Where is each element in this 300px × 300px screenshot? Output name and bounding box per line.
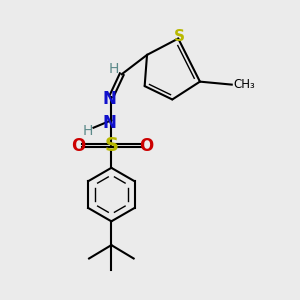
Text: H: H: [108, 62, 118, 76]
Text: N: N: [103, 114, 117, 132]
Text: CH₃: CH₃: [233, 77, 255, 91]
Text: O: O: [139, 136, 153, 154]
Text: S: S: [105, 136, 119, 155]
Text: N: N: [103, 91, 117, 109]
Text: H: H: [82, 124, 93, 138]
Text: O: O: [71, 136, 85, 154]
Text: S: S: [174, 29, 185, 44]
